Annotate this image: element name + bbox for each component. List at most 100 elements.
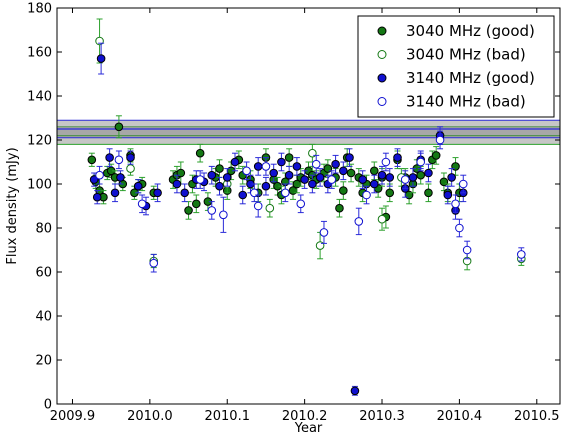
data-point <box>87 155 97 165</box>
data-point <box>253 162 263 171</box>
legend: 3040 MHz (good) 3040 MHz (bad) 3140 MHz (g… <box>357 15 555 118</box>
data-point <box>89 175 99 184</box>
y-axis-title: Flux density (mJy) <box>5 147 20 264</box>
data-point <box>339 186 348 195</box>
series-3 <box>95 130 526 273</box>
data-point <box>296 199 306 209</box>
data-point <box>284 170 294 180</box>
data-point <box>265 203 275 213</box>
data-point <box>126 164 135 173</box>
data-point <box>269 168 278 178</box>
data-point <box>253 201 263 211</box>
x-tick-label: 2009.9 <box>50 409 96 424</box>
x-tick-label: 2010.0 <box>127 409 173 424</box>
data-point <box>458 179 468 189</box>
data-point <box>184 206 193 215</box>
data-point <box>369 166 379 176</box>
data-point <box>207 206 217 215</box>
legend-box <box>357 15 555 118</box>
data-point <box>350 386 360 396</box>
data-point <box>354 217 364 226</box>
data-point <box>280 188 290 198</box>
data-point <box>369 179 379 189</box>
legend-marker <box>377 97 387 106</box>
data-point <box>238 190 248 200</box>
y-tick-label: 100 <box>27 178 52 193</box>
data-point <box>153 188 162 198</box>
data-point <box>443 190 453 200</box>
axis-ticks: 2009.9 2010.0 2010.1 2010.2 2010.3 2010.4 2010… <box>27 2 560 424</box>
data-point <box>261 162 271 171</box>
x-tick-label: 2010.2 <box>282 409 328 424</box>
data-point <box>424 188 433 198</box>
y-tick-label: 140 <box>27 90 52 105</box>
y-tick-label: 60 <box>35 266 52 281</box>
data-point <box>455 223 464 233</box>
legend-marker <box>377 26 387 36</box>
data-point <box>261 181 271 191</box>
data-point <box>385 173 395 182</box>
data-point <box>95 170 104 180</box>
x-tick-label: 2010.1 <box>204 409 250 424</box>
data-point <box>230 157 240 167</box>
data-point <box>345 153 354 162</box>
data-point <box>215 181 224 191</box>
y-tick-label: 120 <box>27 134 52 149</box>
legend-label: 3140 MHz (good) <box>406 69 535 87</box>
data-point <box>105 153 114 162</box>
data-point <box>207 170 217 180</box>
data-point <box>416 170 426 180</box>
data-point <box>180 188 189 198</box>
data-point <box>381 157 391 167</box>
x-tick-label: 2010.3 <box>359 409 405 424</box>
data-point <box>447 173 456 182</box>
data-point <box>116 173 125 182</box>
x-axis-title: Year <box>294 421 323 435</box>
data-point <box>358 175 367 184</box>
data-point <box>339 166 348 176</box>
data-point <box>92 192 102 202</box>
data-point <box>300 175 309 184</box>
data-point <box>114 122 124 132</box>
data-point <box>110 188 120 198</box>
plot-frame <box>56 7 561 405</box>
data-point <box>517 250 526 259</box>
data-point <box>327 175 337 184</box>
data-point <box>195 148 205 158</box>
data-point <box>242 166 251 176</box>
data-point <box>219 210 228 220</box>
data-point <box>393 153 402 162</box>
y-tick-label: 40 <box>35 310 52 325</box>
data-point <box>400 175 410 184</box>
data-point <box>424 168 433 178</box>
y-tick-label: 20 <box>35 354 52 369</box>
data-point <box>377 214 387 224</box>
data-point <box>416 157 426 167</box>
data-point <box>311 159 321 169</box>
data-point <box>284 153 294 162</box>
data-point <box>137 199 147 209</box>
data-point <box>114 155 124 165</box>
data-point <box>362 190 371 200</box>
data-point <box>191 199 201 209</box>
data-point <box>172 179 182 189</box>
data-point <box>335 203 344 213</box>
uncertainty-bands <box>57 119 560 145</box>
data-point <box>308 179 317 189</box>
data-point <box>292 162 302 171</box>
data-point <box>377 170 387 180</box>
y-tick-label: 80 <box>35 222 52 237</box>
legend-label: 3040 MHz (bad) <box>406 46 526 64</box>
x-tick-label: 2010.5 <box>514 409 560 424</box>
series-2 <box>89 42 468 396</box>
data-point <box>346 168 356 178</box>
data-points <box>87 18 526 396</box>
data-point <box>277 157 286 167</box>
legend-marker <box>377 73 387 83</box>
data-point <box>431 151 441 160</box>
data-point <box>385 188 395 198</box>
y-tick-label: 0 <box>44 398 52 413</box>
data-point <box>451 199 460 209</box>
data-point <box>435 135 445 145</box>
